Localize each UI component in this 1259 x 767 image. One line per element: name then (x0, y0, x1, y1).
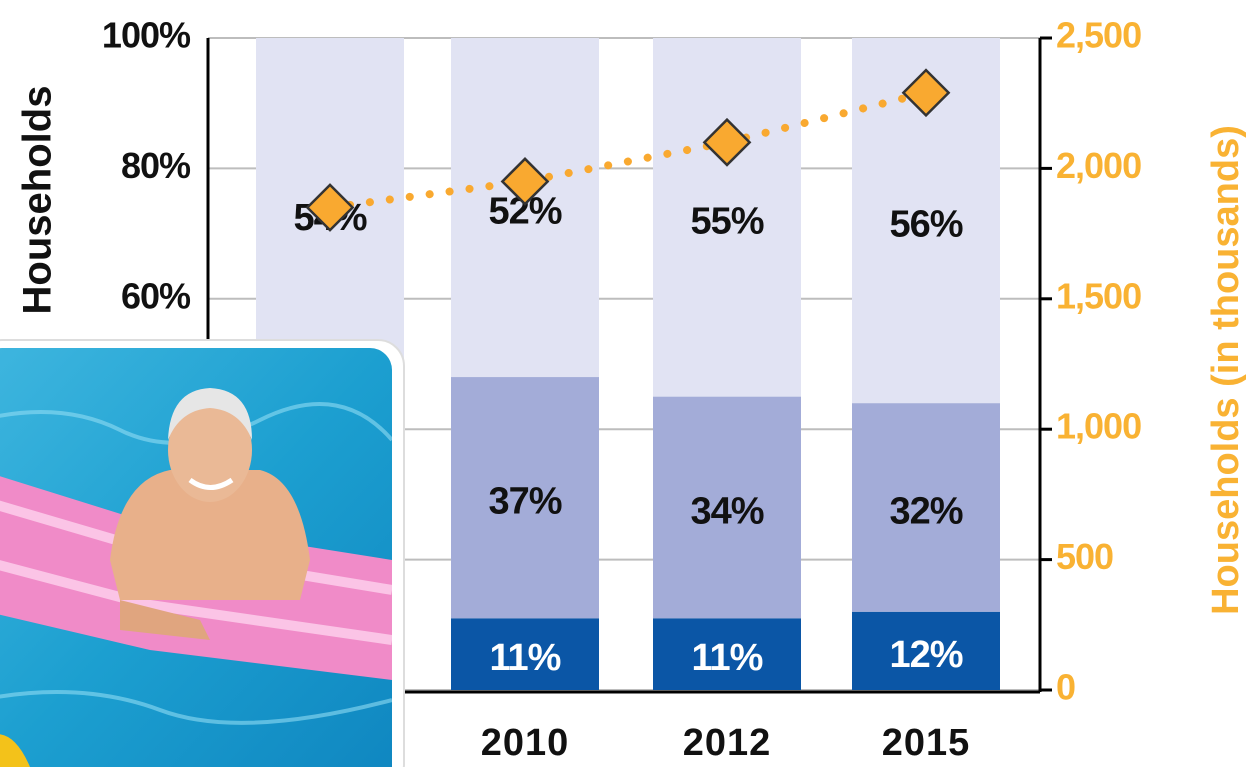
line-marker (500, 157, 550, 206)
y-tick-label: 80% (121, 145, 191, 186)
line-marker (305, 183, 355, 232)
x-tick-label: 2015 (882, 722, 971, 764)
x-tick-label: 2012 (683, 722, 772, 764)
data-label: 55% (690, 200, 763, 242)
data-label: 11% (692, 637, 763, 679)
y2-axis-title: Households (in thousands) (1205, 125, 1247, 615)
y2-tick-label: 2,500 (1056, 15, 1141, 56)
y-tick-label: 60% (121, 275, 191, 316)
bar-segment (653, 618, 801, 690)
x-tick-label: 2010 (481, 722, 570, 764)
line-marker (702, 117, 752, 167)
y2-tick-label: 500 (1056, 536, 1113, 577)
y2-tick-label: 2,000 (1056, 145, 1141, 186)
bar-segment (852, 611, 1000, 690)
photo-person (110, 470, 310, 600)
y-tick-label: 100% (102, 15, 191, 56)
bar-segment (451, 38, 599, 378)
data-label: 37% (488, 481, 561, 523)
data-label: 34% (690, 490, 763, 532)
data-label: 12% (889, 634, 962, 676)
y2-tick-label: 1,500 (1056, 275, 1141, 316)
data-label: 32% (889, 490, 962, 532)
data-label: 56% (889, 204, 962, 246)
bar-segment (852, 403, 1000, 612)
bar-segment (451, 618, 599, 690)
bar-segment (451, 377, 599, 619)
line-marker (901, 68, 951, 118)
y-axis-title: Households (16, 86, 60, 315)
line-series (326, 88, 930, 212)
photo (0, 339, 405, 767)
y2-tick-label: 1,000 (1056, 406, 1141, 447)
y2-tick-label: 0 (1056, 667, 1075, 708)
data-label: 11% (490, 637, 561, 679)
bar-segment (653, 38, 801, 397)
bar-segment (653, 396, 801, 619)
